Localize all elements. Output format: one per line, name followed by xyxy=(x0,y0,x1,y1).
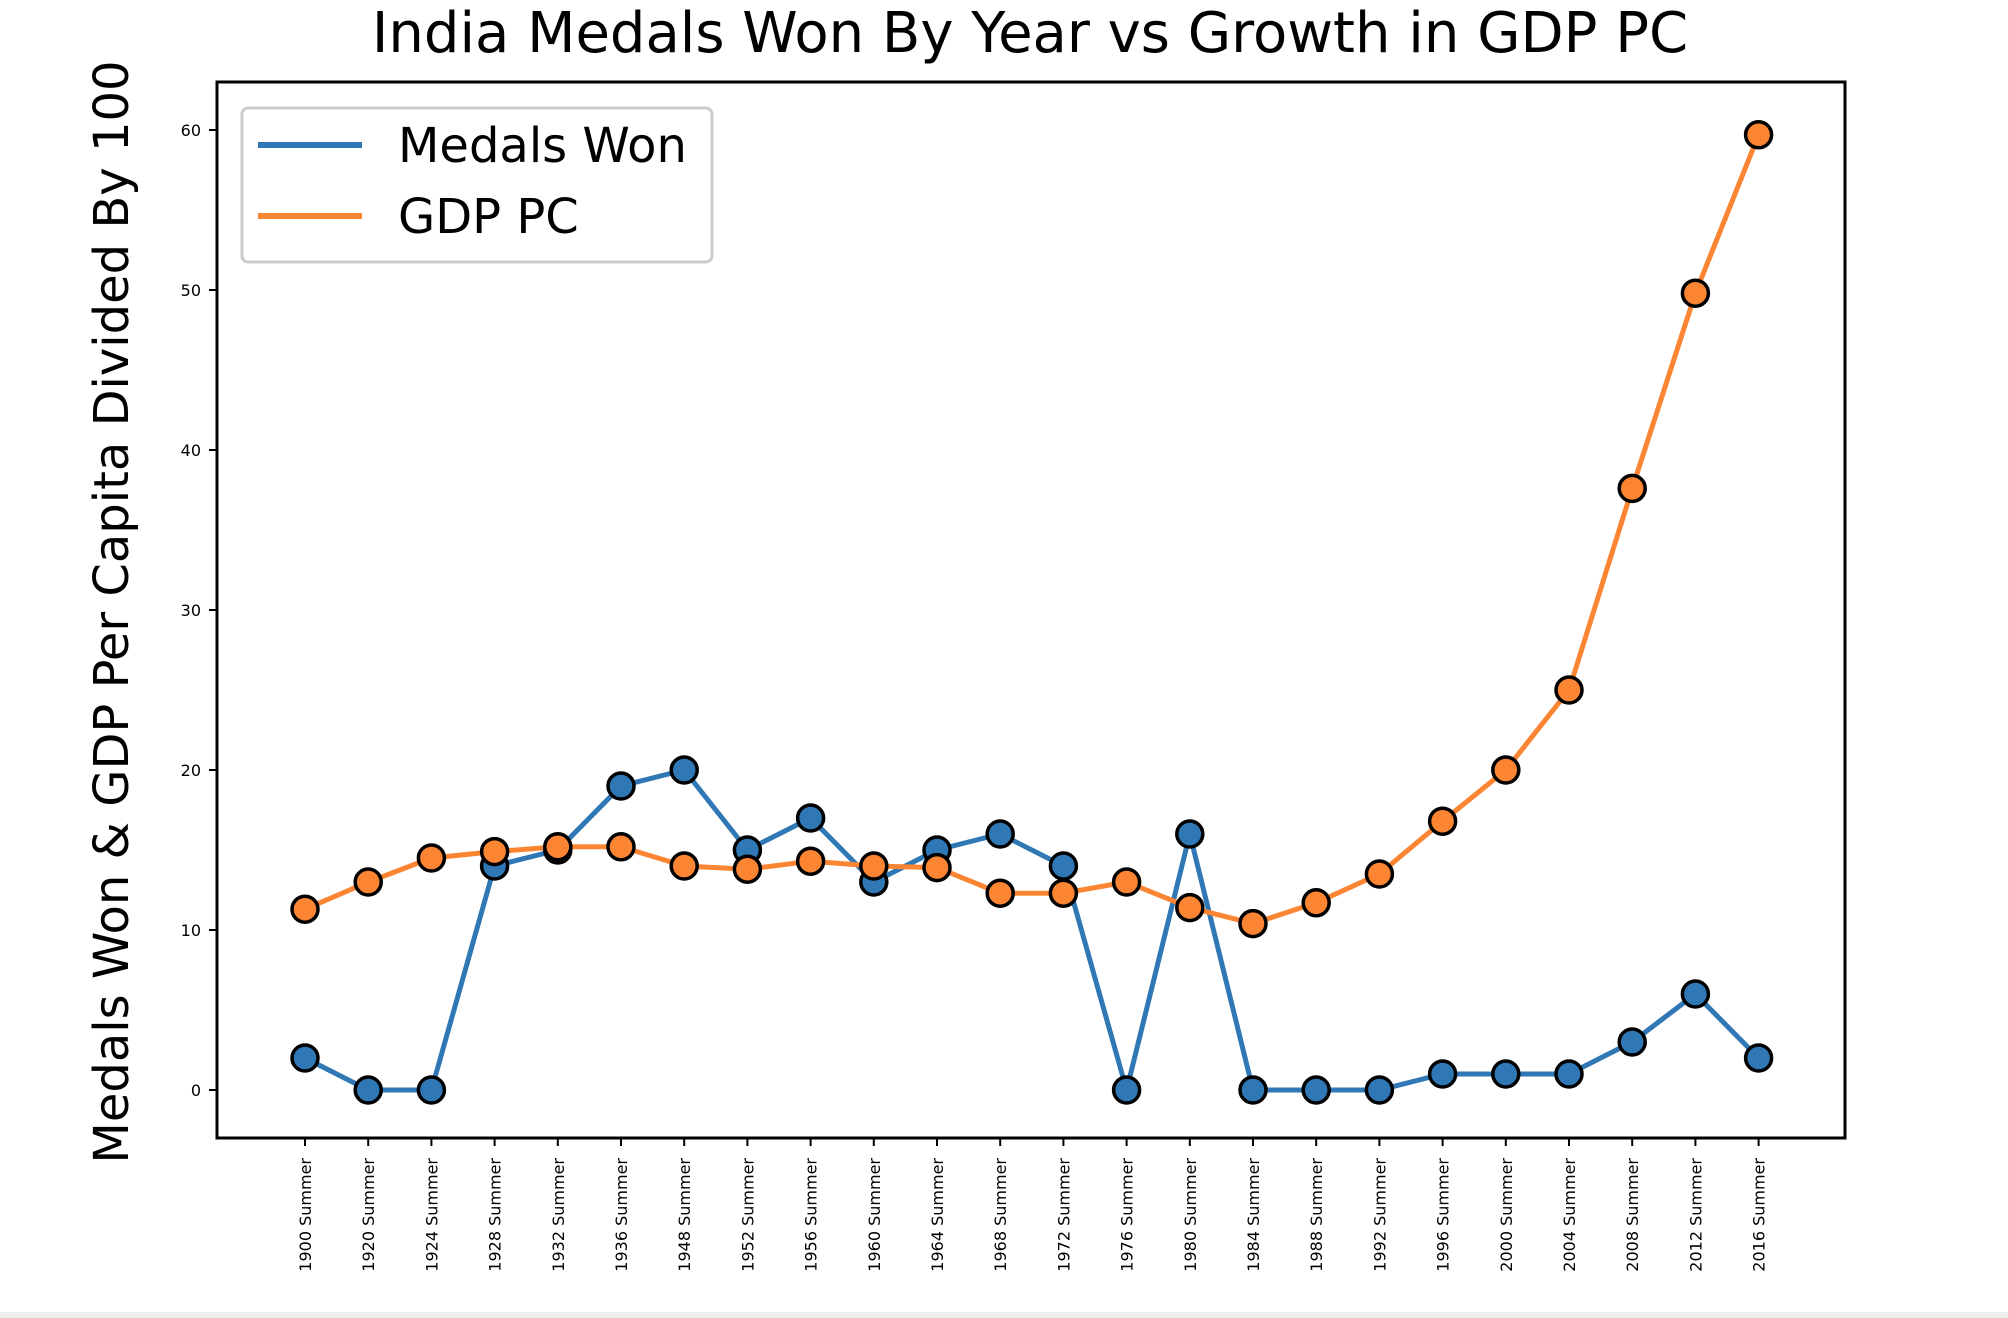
data-point-gdp-pc xyxy=(543,832,573,862)
x-tick-label: 1976 Summer xyxy=(1118,1158,1137,1272)
data-point-gdp-pc xyxy=(479,836,510,867)
x-tick-label: 2000 Summer xyxy=(1497,1158,1516,1272)
data-point-gdp-pc xyxy=(795,846,826,876)
data-point-medals-won xyxy=(1301,1075,1331,1105)
x-tick-label: 1968 Summer xyxy=(991,1158,1010,1272)
x-tick-label: 1900 Summer xyxy=(296,1158,315,1272)
data-point-medals-won xyxy=(290,1043,320,1073)
data-point-gdp-pc xyxy=(1427,806,1458,836)
x-tick-label: 1960 Summer xyxy=(865,1158,884,1272)
data-point-gdp-pc xyxy=(606,832,636,862)
legend-label-medals-won: Medals Won xyxy=(398,118,687,174)
x-tick-label: 2016 Summer xyxy=(1750,1158,1769,1272)
data-point-medals-won xyxy=(795,803,826,833)
data-point-medals-won xyxy=(1364,1075,1395,1105)
x-tick-label: 1996 Summer xyxy=(1434,1158,1453,1272)
data-point-gdp-pc xyxy=(1364,859,1395,889)
x-tick-label: 1936 Summer xyxy=(612,1158,631,1272)
data-point-medals-won xyxy=(1554,1059,1584,1089)
series-line-medals-won xyxy=(303,767,1761,1093)
plot-frame xyxy=(215,80,1847,1140)
data-point-medals-won xyxy=(1175,819,1205,849)
y-tick-label: 40 xyxy=(181,441,201,460)
data-point-gdp-pc xyxy=(1491,755,1521,785)
legend-label-gdp-pc: GDP PC xyxy=(398,189,579,245)
y-tick-label: 0 xyxy=(191,1081,201,1100)
x-tick-label: 1920 Summer xyxy=(359,1158,378,1272)
data-point-medals-won xyxy=(985,819,1015,849)
x-tick-label: 1988 Summer xyxy=(1307,1158,1326,1272)
x-tick-label: 1952 Summer xyxy=(738,1158,757,1272)
x-tick-label: 1964 Summer xyxy=(928,1158,947,1272)
legend: Medals Won GDP PC xyxy=(240,106,714,264)
data-point-gdp-pc xyxy=(1554,675,1584,705)
x-tick-label: 1932 Summer xyxy=(549,1158,568,1272)
data-point-medals-won xyxy=(1111,1075,1142,1105)
y-tick-label: 50 xyxy=(181,281,201,300)
data-point-gdp-pc xyxy=(1743,120,1774,150)
y-axis-ticks: 0 10 20 30 40 50 60 xyxy=(181,121,217,1100)
data-point-gdp-pc xyxy=(732,854,763,884)
x-tick-label: 1980 Summer xyxy=(1181,1158,1200,1272)
y-tick-label: 20 xyxy=(181,761,201,780)
data-point-medals-won xyxy=(416,1075,447,1105)
x-tick-label: 1972 Summer xyxy=(1054,1158,1073,1272)
data-point-gdp-pc xyxy=(290,894,320,924)
window-bottom-strip xyxy=(0,1312,2008,1318)
data-point-medals-won xyxy=(1427,1059,1458,1089)
data-point-gdp-pc xyxy=(1238,908,1268,939)
x-tick-label: 1956 Summer xyxy=(802,1158,821,1272)
data-point-medals-won xyxy=(606,771,636,801)
data-point-gdp-pc xyxy=(353,867,383,897)
x-tick-label: 1984 Summer xyxy=(1244,1158,1263,1272)
data-point-medals-won xyxy=(669,755,699,785)
x-tick-label: 1948 Summer xyxy=(675,1158,694,1272)
data-point-gdp-pc xyxy=(922,852,952,883)
data-point-medals-won xyxy=(353,1075,383,1105)
data-point-gdp-pc xyxy=(1680,278,1711,308)
x-tick-label: 2008 Summer xyxy=(1623,1158,1642,1272)
x-tick-label: 1924 Summer xyxy=(422,1158,441,1272)
x-tick-label: 2012 Summer xyxy=(1686,1158,1705,1272)
x-axis-ticks: 1900 Summer 1920 Summer 1924 Summer 1928 Su… xyxy=(296,1138,1769,1272)
x-tick-label: 1992 Summer xyxy=(1370,1158,1389,1272)
data-point-gdp-pc xyxy=(1175,892,1205,923)
chart-title: India Medals Won By Year vs Growth in GD… xyxy=(372,1,1688,66)
data-point-gdp-pc xyxy=(669,851,699,881)
data-point-gdp-pc xyxy=(1301,888,1331,918)
y-tick-label: 60 xyxy=(181,121,201,140)
y-axis-label: Medals Won & GDP Per Capita Divided By 1… xyxy=(84,60,140,1163)
data-point-gdp-pc xyxy=(859,851,889,881)
data-point-medals-won xyxy=(1491,1059,1521,1089)
data-point-medals-won xyxy=(1680,979,1711,1009)
data-point-gdp-pc xyxy=(985,878,1015,908)
data-point-gdp-pc xyxy=(1048,878,1079,908)
series-layer xyxy=(290,120,1774,1105)
x-tick-label: 2004 Summer xyxy=(1560,1158,1579,1272)
x-tick-label: 1928 Summer xyxy=(486,1158,505,1272)
data-point-gdp-pc xyxy=(416,843,447,873)
data-point-medals-won xyxy=(1617,1027,1647,1057)
data-point-medals-won xyxy=(1238,1075,1268,1105)
y-tick-label: 30 xyxy=(181,601,201,620)
data-point-medals-won xyxy=(1743,1043,1774,1073)
data-point-gdp-pc xyxy=(1111,867,1142,897)
y-tick-label: 10 xyxy=(181,921,201,940)
data-point-medals-won xyxy=(1048,851,1079,881)
data-point-gdp-pc xyxy=(1617,473,1647,504)
